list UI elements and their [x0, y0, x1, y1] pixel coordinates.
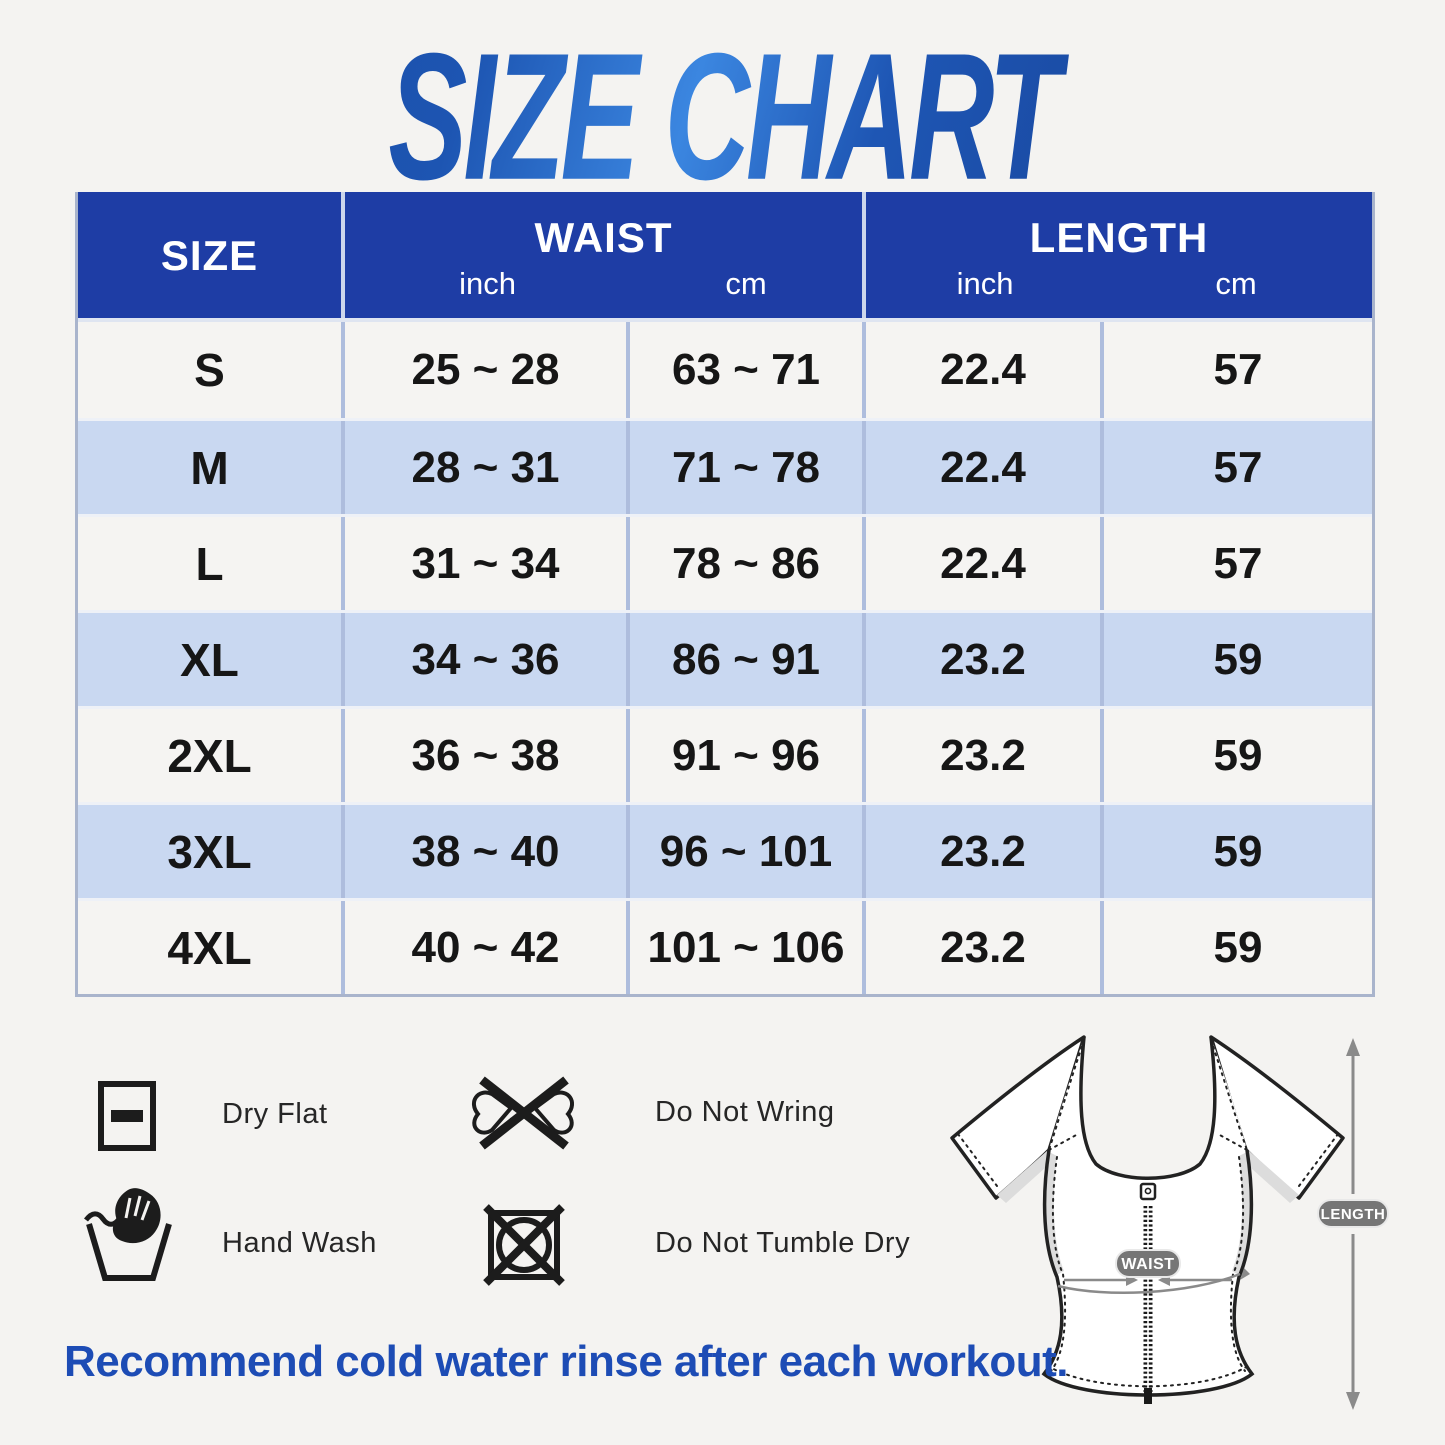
- hand-wash-icon: [84, 1188, 172, 1281]
- size-chart-title: SIZE CHART: [145, 14, 1301, 221]
- waist-inch-cell: 25 ~ 28: [345, 322, 630, 418]
- length-measure-arrow: [1346, 1038, 1360, 1410]
- header-size-label: SIZE: [160, 232, 259, 279]
- table-row: 3XL 38 ~ 40 96 ~ 101 23.2 59: [78, 802, 1372, 898]
- header-cell-size: SIZE: [78, 192, 345, 318]
- length-cm-cell: 59: [1213, 922, 1263, 972]
- length-inch-cell: 23.2: [866, 613, 1104, 706]
- size-cell: 4XL: [78, 901, 345, 994]
- waist-cm-cell: 86 ~ 91: [630, 613, 866, 706]
- neckline-outline: [1079, 1036, 1217, 1180]
- care-label: Do Not Wring: [655, 1096, 835, 1128]
- length-cm-cell: 57: [1213, 442, 1263, 492]
- length-unit-cm-label: cm: [1215, 266, 1257, 301]
- length-cm-cell: 59: [1213, 634, 1263, 684]
- header-cell-waist: WAIST inch cm: [345, 192, 866, 318]
- garment-diagram: WAIST LENGTH: [950, 1035, 1389, 1410]
- table-row: 2XL 36 ~ 38 91 ~ 96 23.2 59: [78, 706, 1372, 802]
- do-not-tumble-dry-icon: [483, 1204, 565, 1286]
- length-inch-cell: 22.4: [866, 421, 1104, 514]
- length-unit-inch-label: inch: [956, 266, 1014, 301]
- waist-cm-cell: 91 ~ 96: [630, 709, 866, 802]
- table-row: 4XL 40 ~ 42 101 ~ 106 23.2 59: [78, 898, 1372, 994]
- left-side-panel: [1045, 1152, 1064, 1275]
- waist-badge-label: WAIST: [1121, 1256, 1174, 1273]
- waist-badge: WAIST: [1115, 1249, 1181, 1278]
- waist-inch-cell: 36 ~ 38: [345, 709, 630, 802]
- length-cm-cell: 59: [1213, 826, 1263, 876]
- header-cell-length: LENGTH inch cm: [866, 192, 1372, 318]
- waist-inch-cell: 31 ~ 34: [345, 517, 630, 610]
- size-cell: XL: [78, 613, 345, 706]
- waist-inch-cell: 38 ~ 40: [345, 805, 630, 898]
- waist-cm-cell: 101 ~ 106: [630, 901, 866, 994]
- waist-unit-cm-label: cm: [725, 266, 767, 301]
- length-badge-label: LENGTH: [1321, 1206, 1386, 1223]
- table-row: L 31 ~ 34 78 ~ 86 22.4 57: [78, 514, 1372, 610]
- waist-unit-inch-label: inch: [459, 266, 516, 301]
- dry-flat-icon: [98, 1081, 156, 1151]
- table-row: XL 34 ~ 36 86 ~ 91 23.2 59: [78, 610, 1372, 706]
- left-underarm-panel: [997, 1150, 1055, 1203]
- size-cell: S: [78, 322, 345, 418]
- table-header-row: SIZE WAIST inch cm LENGTH inch cm: [78, 192, 1372, 322]
- length-badge: LENGTH: [1317, 1199, 1389, 1228]
- care-label: Hand Wash: [222, 1227, 377, 1259]
- care-label: Do Not Tumble Dry: [655, 1227, 911, 1259]
- length-cm-cell: 57: [1213, 538, 1263, 588]
- size-cell: M: [78, 421, 345, 514]
- zipper: [1139, 1182, 1157, 1404]
- waist-inch-cell: 34 ~ 36: [345, 613, 630, 706]
- length-cm-cell: 59: [1213, 730, 1263, 780]
- seam-dashed-lines: [957, 1039, 1339, 1388]
- length-inch-cell: 22.4: [866, 322, 1104, 418]
- size-table: SIZE WAIST inch cm LENGTH inch cm S 25 ~…: [75, 192, 1375, 997]
- table-row: S 25 ~ 28 63 ~ 71 22.4 57: [78, 322, 1372, 418]
- length-inch-cell: 23.2: [866, 901, 1104, 994]
- right-underarm-panel: [1241, 1150, 1299, 1203]
- waist-inch-cell: 28 ~ 31: [345, 421, 630, 514]
- do-not-wring-icon: [472, 1076, 574, 1150]
- waist-cm-cell: 71 ~ 78: [630, 421, 866, 514]
- size-cell: 2XL: [78, 709, 345, 802]
- table-row: M 28 ~ 31 71 ~ 78 22.4 57: [78, 418, 1372, 514]
- header-length-label: LENGTH: [1029, 214, 1209, 261]
- length-inch-cell: 22.4: [866, 517, 1104, 610]
- waist-cm-cell: 78 ~ 86: [630, 517, 866, 610]
- waist-cm-cell: 96 ~ 101: [630, 805, 866, 898]
- size-cell: 3XL: [78, 805, 345, 898]
- length-inch-cell: 23.2: [866, 805, 1104, 898]
- right-side-panel: [1232, 1152, 1251, 1275]
- header-waist-label: WAIST: [534, 214, 673, 261]
- length-inch-cell: 23.2: [866, 709, 1104, 802]
- footer-note: Recommend cold water rinse after each wo…: [64, 1337, 1068, 1386]
- care-label: Dry Flat: [222, 1098, 328, 1130]
- length-cm-cell: 57: [1213, 345, 1263, 394]
- waist-cm-cell: 63 ~ 71: [630, 322, 866, 418]
- waist-inch-cell: 40 ~ 42: [345, 901, 630, 994]
- size-cell: L: [78, 517, 345, 610]
